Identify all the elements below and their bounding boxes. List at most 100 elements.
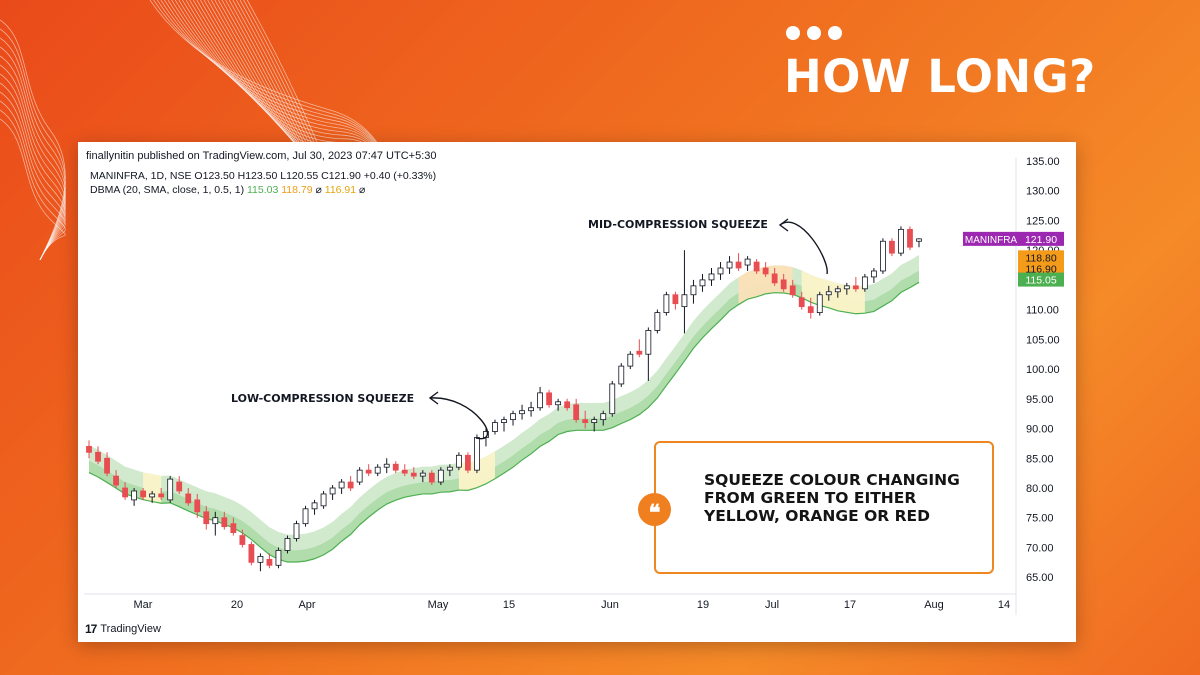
arrow-head-icon: [428, 391, 439, 405]
candle: [248, 541, 255, 566]
empty-circle-icon: ⌀: [315, 184, 322, 196]
candle: [717, 262, 724, 280]
candle: [293, 520, 300, 542]
x-tick-label: May: [428, 599, 449, 611]
candle: [455, 452, 462, 471]
candle: [239, 529, 246, 548]
tradingview-brand: TradingView: [100, 623, 161, 635]
candle: [149, 490, 156, 503]
candle: [546, 389, 553, 408]
candle: [185, 488, 192, 506]
candle: [753, 259, 760, 274]
candle: [861, 273, 868, 292]
candle: [122, 482, 128, 500]
candle: [347, 476, 354, 491]
y-tick-label: 105.00: [1026, 334, 1060, 346]
candle: [392, 461, 399, 474]
candle: [564, 398, 571, 411]
symbol-legend: MANINFRA, 1D, NSE O123.50 H123.50 L120.5…: [90, 170, 437, 182]
candle: [870, 268, 877, 283]
x-tick-label: 17: [844, 599, 856, 611]
candle: [618, 363, 625, 387]
candle: [113, 470, 119, 488]
candle: [221, 511, 228, 530]
squeeze-segment: [143, 472, 162, 504]
candle: [834, 285, 841, 298]
candle: [609, 380, 616, 417]
candle: [501, 416, 507, 432]
callout-box: [654, 441, 994, 574]
candle: [880, 238, 886, 274]
published-line: finallynitin published on TradingView.co…: [86, 150, 437, 162]
candle: [492, 419, 498, 435]
candle: [176, 476, 183, 494]
price-badge-value: 115.05: [1025, 275, 1056, 287]
candle: [212, 511, 219, 536]
x-tick-label: Jul: [765, 599, 779, 611]
candle: [465, 452, 471, 474]
candle: [636, 339, 643, 358]
candle: [600, 410, 607, 426]
price-badge-value: 118.80: [1025, 252, 1056, 264]
candle: [627, 351, 634, 370]
price-badge-value: 121.90: [1025, 234, 1057, 246]
y-tick-label: 110.00: [1026, 305, 1059, 317]
candle: [889, 238, 895, 257]
candle: [916, 238, 922, 248]
candle: [780, 273, 787, 292]
x-tick-label: Aug: [924, 599, 944, 611]
candle: [230, 517, 237, 536]
candle: [446, 464, 453, 477]
candle: [582, 410, 589, 429]
candle: [167, 476, 174, 503]
x-tick-label: Jun: [601, 599, 619, 611]
page-title: HOW LONG?: [784, 50, 1096, 103]
candle: [311, 499, 318, 515]
indicator-value-mid: 116.91: [324, 184, 357, 196]
candle: [302, 505, 309, 527]
dots-icon: [786, 26, 849, 45]
tradingview-logo: 17 TradingView: [85, 622, 161, 636]
candle: [852, 276, 859, 292]
candle: [762, 262, 769, 277]
candle: [807, 297, 814, 319]
price-badge: [1018, 250, 1064, 265]
y-tick-label: 85.00: [1026, 453, 1054, 465]
candle: [383, 458, 390, 474]
price-badge: [1018, 261, 1064, 276]
candle: [401, 464, 408, 477]
candle: [365, 464, 372, 477]
candle: [519, 404, 525, 420]
y-tick-label: 90.00: [1026, 424, 1054, 436]
price-badge: [1018, 231, 1064, 246]
candle: [726, 256, 733, 274]
candle: [573, 398, 580, 423]
y-tick-label: 75.00: [1026, 513, 1054, 525]
candle: [672, 291, 679, 310]
x-tick-label: 20: [231, 599, 243, 611]
candle: [95, 446, 101, 465]
x-tick-label: 19: [697, 599, 709, 611]
x-tick-label: Apr: [298, 599, 315, 611]
candle: [374, 464, 381, 477]
candle: [140, 488, 147, 500]
ma-line: [88, 281, 920, 563]
candle: [654, 309, 661, 334]
price-badge-label-bg: [963, 231, 1019, 246]
candle: [681, 250, 688, 334]
candle: [798, 291, 805, 310]
indicator-legend-prefix: DBMA (20, SMA, close, 1, 0.5, 1): [90, 184, 245, 196]
y-tick-label: 65.00: [1026, 572, 1054, 584]
y-tick-label: 70.00: [1026, 542, 1054, 554]
candle: [843, 282, 850, 295]
price-badge: [1018, 272, 1064, 287]
candle: [474, 434, 480, 474]
candle: [104, 452, 110, 477]
candle: [356, 467, 363, 486]
candle: [663, 291, 670, 316]
candle: [194, 493, 201, 518]
candle: [338, 479, 345, 494]
candle: [131, 488, 138, 506]
y-tick-label: 100.00: [1026, 364, 1060, 376]
